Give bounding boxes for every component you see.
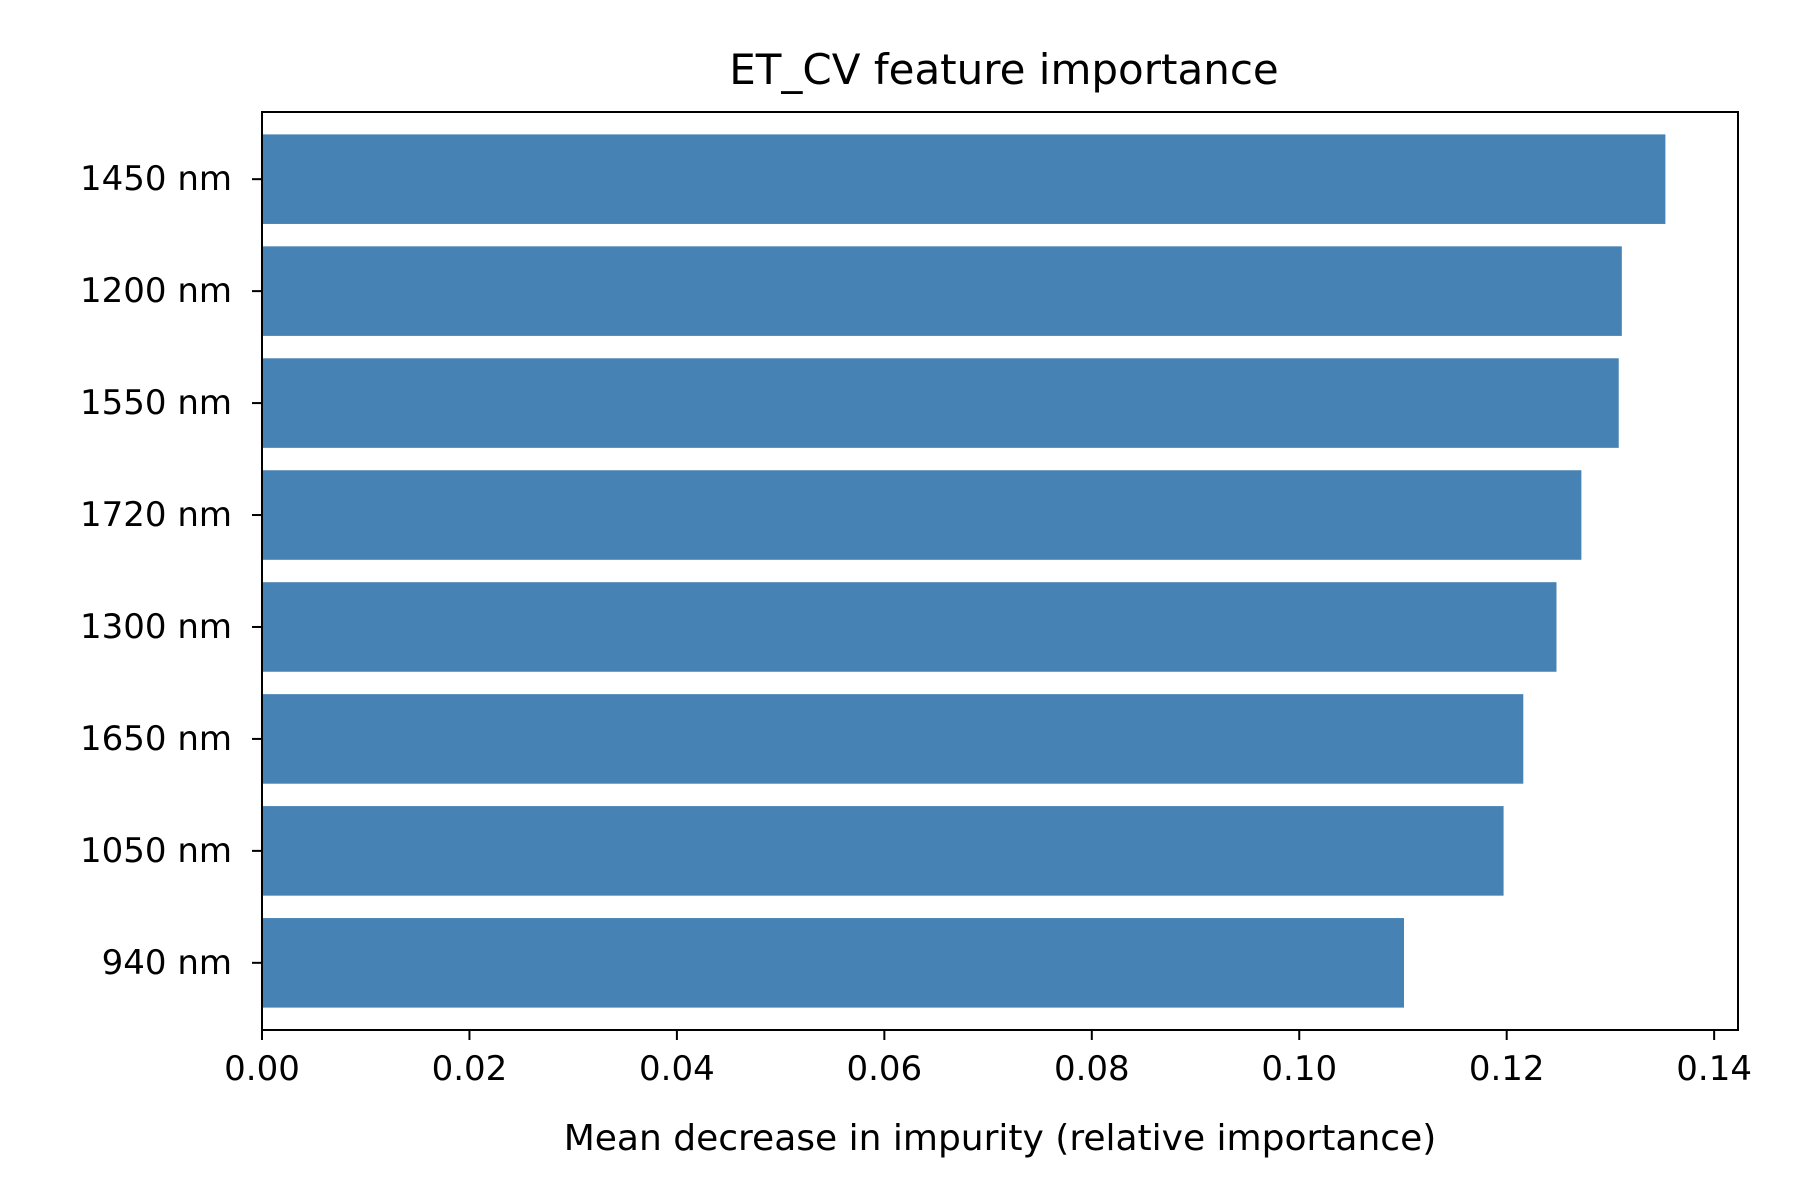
x-tick-label: 0.12 <box>1469 1049 1545 1089</box>
x-tick-label: 0.04 <box>639 1049 715 1089</box>
y-axis: 1450 nm 1200 nm 1550 nm 1720 nm 1300 nm 1650 … <box>80 159 262 983</box>
y-tick-label: 1300 nm <box>80 607 232 647</box>
x-tick-label: 0.00 <box>224 1049 300 1089</box>
bar-1650-nm <box>262 694 1524 784</box>
y-tick-label: 1550 nm <box>80 383 232 423</box>
x-tick-label: 0.06 <box>846 1049 922 1089</box>
bar-1720-nm <box>262 470 1582 560</box>
bar-1300-nm <box>262 582 1557 672</box>
y-tick-label: 1200 nm <box>80 271 232 311</box>
plot-frame <box>261 111 1739 1031</box>
x-tick-label: 0.02 <box>432 1049 508 1089</box>
bar-940-nm <box>262 918 1405 1008</box>
y-tick-label: 1050 nm <box>80 831 232 871</box>
y-tick-label: 1650 nm <box>80 719 232 759</box>
chart-title: ET_CV feature importance <box>729 45 1279 94</box>
x-tick-label: 0.14 <box>1676 1049 1752 1089</box>
bar-1550-nm <box>262 358 1619 448</box>
bar-1050-nm <box>262 806 1504 896</box>
x-axis-label: Mean decrease in impurity (relative impo… <box>564 1118 1437 1159</box>
bar-group <box>262 134 1666 1008</box>
x-tick-label: 0.08 <box>1054 1049 1130 1089</box>
bar-1450-nm <box>262 134 1666 224</box>
y-tick-label: 1720 nm <box>80 495 232 535</box>
bar-1200-nm <box>262 246 1622 336</box>
x-tick-label: 0.10 <box>1261 1049 1337 1089</box>
y-tick-label: 940 nm <box>102 943 232 983</box>
y-tick-label: 1450 nm <box>80 159 232 199</box>
x-axis: 0.00 0.02 0.04 0.06 0.08 0.10 0.12 0.14 <box>224 1030 1752 1089</box>
